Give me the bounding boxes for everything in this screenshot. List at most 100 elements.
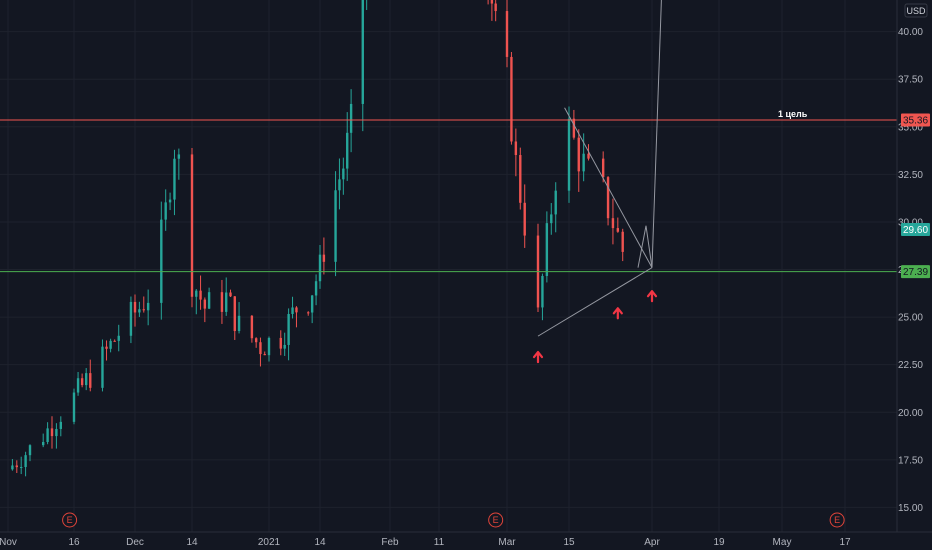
- trendline[interactable]: [537, 267, 653, 337]
- trendline[interactable]: [651, 0, 674, 268]
- candle-body: [20, 467, 23, 469]
- price-tag: [901, 265, 930, 279]
- candle-body: [550, 214, 553, 224]
- price-tag-text: 35.36: [903, 115, 928, 126]
- earnings-icon[interactable]: [488, 512, 504, 528]
- candle-body: [307, 312, 310, 314]
- candle-body: [50, 428, 54, 437]
- candle-body: [314, 281, 318, 296]
- x-tick-label: 15: [563, 537, 575, 548]
- y-tick-label: 30.00: [898, 217, 923, 228]
- candle-body: [346, 132, 349, 169]
- candle-body: [523, 202, 526, 236]
- candle-body: [113, 340, 116, 342]
- trendlines[interactable]: [537, 0, 674, 337]
- candle-body: [342, 168, 345, 180]
- arrow-up-icon: [612, 307, 623, 320]
- candle-body: [322, 254, 326, 262]
- level-label: 1 цель: [778, 109, 808, 119]
- candle-body: [80, 378, 84, 386]
- arrow-up-icon: [532, 350, 544, 364]
- horizontal-levels[interactable]: 3 цель2 цель1 цель: [0, 0, 897, 273]
- candle-body: [42, 441, 45, 446]
- currency-button[interactable]: USD: [904, 3, 928, 18]
- candle-body: [220, 292, 224, 312]
- earnings-label: E: [67, 515, 73, 525]
- last-price-tag: [901, 223, 930, 237]
- price-tag-text: 27.39: [903, 267, 928, 278]
- projection-path[interactable]: [637, 225, 653, 268]
- candle-body: [582, 153, 585, 172]
- candle-body: [199, 290, 202, 300]
- candle-body: [190, 154, 194, 297]
- grid: [0, 0, 897, 532]
- x-tick-label: Apr: [644, 537, 660, 548]
- trendline[interactable]: [564, 107, 653, 268]
- candle-body: [283, 344, 286, 349]
- x-tick-label: 19: [713, 537, 725, 548]
- candle-body: [203, 299, 207, 309]
- candle-body: [310, 295, 314, 313]
- candle-body: [338, 179, 341, 191]
- x-tick-label: 2021: [258, 537, 281, 548]
- last-price-text: 29.60: [903, 225, 928, 236]
- candle-body: [72, 392, 76, 422]
- y-tick-label: 40.00: [898, 27, 923, 38]
- arrow-up-icon: [646, 290, 658, 303]
- candle-body: [28, 445, 32, 456]
- y-tick-label: 22.50: [898, 360, 923, 371]
- candle-body: [142, 309, 145, 311]
- x-tick-label: Feb: [381, 537, 399, 548]
- candle-body: [361, 0, 364, 104]
- y-tick-label: 17.50: [898, 455, 923, 466]
- candle-body: [611, 218, 615, 229]
- candles: [11, 0, 624, 477]
- candle-body: [164, 202, 167, 220]
- candle-body: [601, 158, 605, 178]
- x-tick-label: May: [773, 537, 792, 548]
- candle-body: [11, 465, 14, 470]
- candle-body: [207, 292, 211, 309]
- x-tick-label: Mar: [498, 537, 516, 548]
- candle-body: [168, 199, 172, 203]
- candle-body: [76, 378, 80, 393]
- earnings-icon[interactable]: [62, 512, 78, 528]
- candle-body: [146, 302, 150, 311]
- arrow-markers: [532, 290, 658, 364]
- candle-body: [160, 219, 163, 303]
- earnings-label: E: [493, 515, 499, 525]
- candle-body: [109, 340, 112, 349]
- time-axis[interactable]: Nov 16 Dec 14 2021 14 Feb 11 Mar 15 Apr 19 May 17: [0, 537, 851, 548]
- candle-body: [279, 337, 282, 349]
- earnings-label: E: [834, 515, 840, 525]
- candle-body: [505, 11, 509, 57]
- candle-body: [490, 0, 494, 4]
- x-tick-label: 14: [186, 537, 198, 548]
- candle-body: [621, 231, 624, 252]
- candle-body: [616, 228, 620, 232]
- candle-body: [101, 346, 104, 388]
- y-tick-label: 37.50: [898, 75, 923, 86]
- y-tick-label: 35.00: [898, 122, 923, 133]
- x-tick-label: 17: [839, 537, 851, 548]
- candle-body: [545, 223, 549, 276]
- earnings-icon[interactable]: [829, 512, 845, 528]
- candle-body: [85, 373, 88, 386]
- candle-body: [177, 154, 181, 159]
- y-tick-label: 15.00: [898, 503, 923, 514]
- price-tag: [901, 113, 930, 127]
- candle-body: [291, 307, 294, 314]
- candle-body: [133, 301, 137, 313]
- candle-body: [237, 315, 241, 332]
- candle-body: [567, 118, 571, 191]
- candle-body: [541, 275, 544, 308]
- candle-body: [24, 455, 27, 468]
- candle-body: [173, 158, 176, 200]
- y-tick-label: 25.00: [898, 313, 923, 324]
- candle-body: [195, 290, 198, 297]
- candle-body: [254, 338, 258, 343]
